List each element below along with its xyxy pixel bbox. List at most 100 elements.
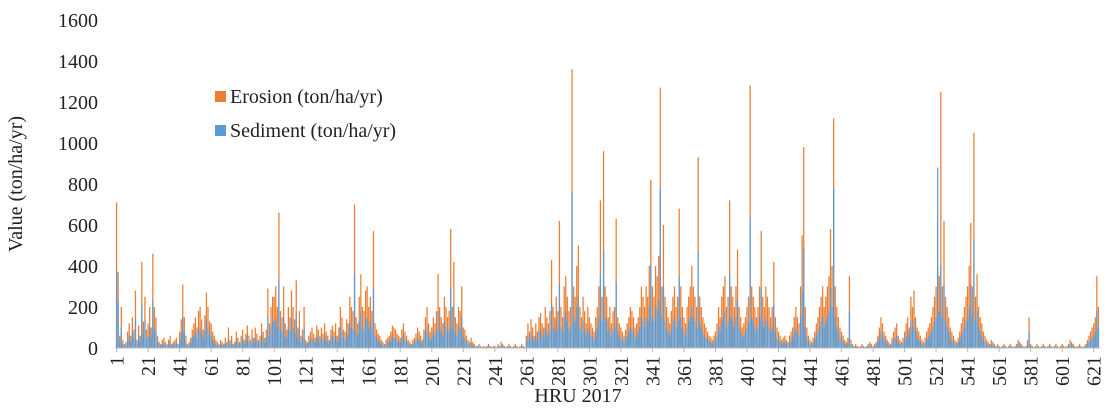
bar xyxy=(981,335,983,348)
bar xyxy=(629,327,631,348)
bar xyxy=(465,341,468,348)
bar xyxy=(1026,343,1029,348)
bar xyxy=(363,329,365,348)
bar xyxy=(938,311,940,348)
bar xyxy=(960,335,962,348)
bar xyxy=(746,327,748,348)
bar xyxy=(278,280,280,348)
bar xyxy=(877,341,879,348)
bar xyxy=(708,341,710,348)
bar xyxy=(160,345,162,348)
bar xyxy=(834,317,836,348)
bar xyxy=(156,341,159,348)
bar xyxy=(628,331,630,348)
x-tick-label: 241 xyxy=(485,356,507,386)
x-tick-label: 461 xyxy=(832,356,854,386)
bar xyxy=(862,346,865,348)
bar xyxy=(662,286,665,348)
bar xyxy=(144,321,146,348)
bar xyxy=(240,341,242,348)
bar xyxy=(829,288,832,348)
bar xyxy=(916,337,918,348)
bar xyxy=(807,341,810,348)
bar xyxy=(435,329,438,348)
bar xyxy=(576,307,578,348)
bar xyxy=(497,345,499,348)
bar xyxy=(409,344,411,348)
bar xyxy=(505,346,507,348)
bar xyxy=(139,341,141,348)
bar xyxy=(319,341,321,348)
bar xyxy=(262,339,264,348)
bar xyxy=(859,346,862,348)
y-tick-label: 400 xyxy=(68,256,98,278)
bar xyxy=(826,317,828,348)
legend-swatch xyxy=(215,125,226,136)
bar xyxy=(749,85,751,348)
bar xyxy=(952,341,955,348)
bar xyxy=(784,341,786,348)
x-tick-label: 541 xyxy=(958,356,980,386)
bar xyxy=(150,337,152,348)
bar xyxy=(1048,345,1051,348)
bar xyxy=(473,345,475,348)
bar xyxy=(218,345,220,348)
bar xyxy=(486,346,488,348)
bar xyxy=(254,337,256,348)
bar xyxy=(295,313,297,348)
bar xyxy=(404,339,406,348)
bar xyxy=(550,302,553,348)
x-tick-label: 21 xyxy=(138,356,160,376)
bar xyxy=(117,300,119,348)
bar xyxy=(673,317,676,348)
bar xyxy=(164,344,167,348)
bar xyxy=(1034,346,1037,348)
bar xyxy=(197,329,200,348)
bar xyxy=(1031,346,1033,348)
bar xyxy=(755,331,758,348)
x-tick-label: 321 xyxy=(611,356,633,386)
bar xyxy=(330,337,332,348)
bar xyxy=(361,327,364,348)
bar xyxy=(235,339,237,348)
bar xyxy=(133,337,135,348)
bar xyxy=(1044,346,1046,348)
bar xyxy=(569,327,572,348)
bar xyxy=(910,321,912,348)
bar xyxy=(667,331,669,348)
bar xyxy=(702,331,704,348)
bar xyxy=(199,327,201,348)
bar xyxy=(1096,311,1098,348)
bar xyxy=(223,345,225,348)
x-tick-label: 561 xyxy=(989,356,1011,386)
bar xyxy=(902,342,904,348)
bar xyxy=(951,339,953,348)
bar xyxy=(724,311,726,348)
bar xyxy=(880,331,882,348)
bar xyxy=(615,282,617,348)
bar xyxy=(517,346,520,348)
bar xyxy=(544,327,546,348)
bar xyxy=(621,339,624,348)
bar xyxy=(336,341,338,348)
bar xyxy=(765,317,767,348)
bar xyxy=(785,343,788,348)
bar xyxy=(142,333,144,348)
bar xyxy=(847,342,849,348)
y-tick-label: 1400 xyxy=(58,51,98,73)
bar xyxy=(729,274,731,348)
bar xyxy=(248,341,250,348)
bar xyxy=(253,342,255,348)
x-tick-label: 181 xyxy=(390,356,412,386)
bar xyxy=(757,327,759,348)
bar xyxy=(1083,346,1085,348)
bar xyxy=(308,341,310,348)
x-tick-label: 201 xyxy=(422,356,444,386)
bar xyxy=(547,335,550,348)
bar xyxy=(149,327,151,348)
bar xyxy=(491,346,493,348)
bar xyxy=(978,327,980,348)
bar xyxy=(721,321,723,348)
bar xyxy=(331,335,334,348)
bar xyxy=(949,337,951,348)
